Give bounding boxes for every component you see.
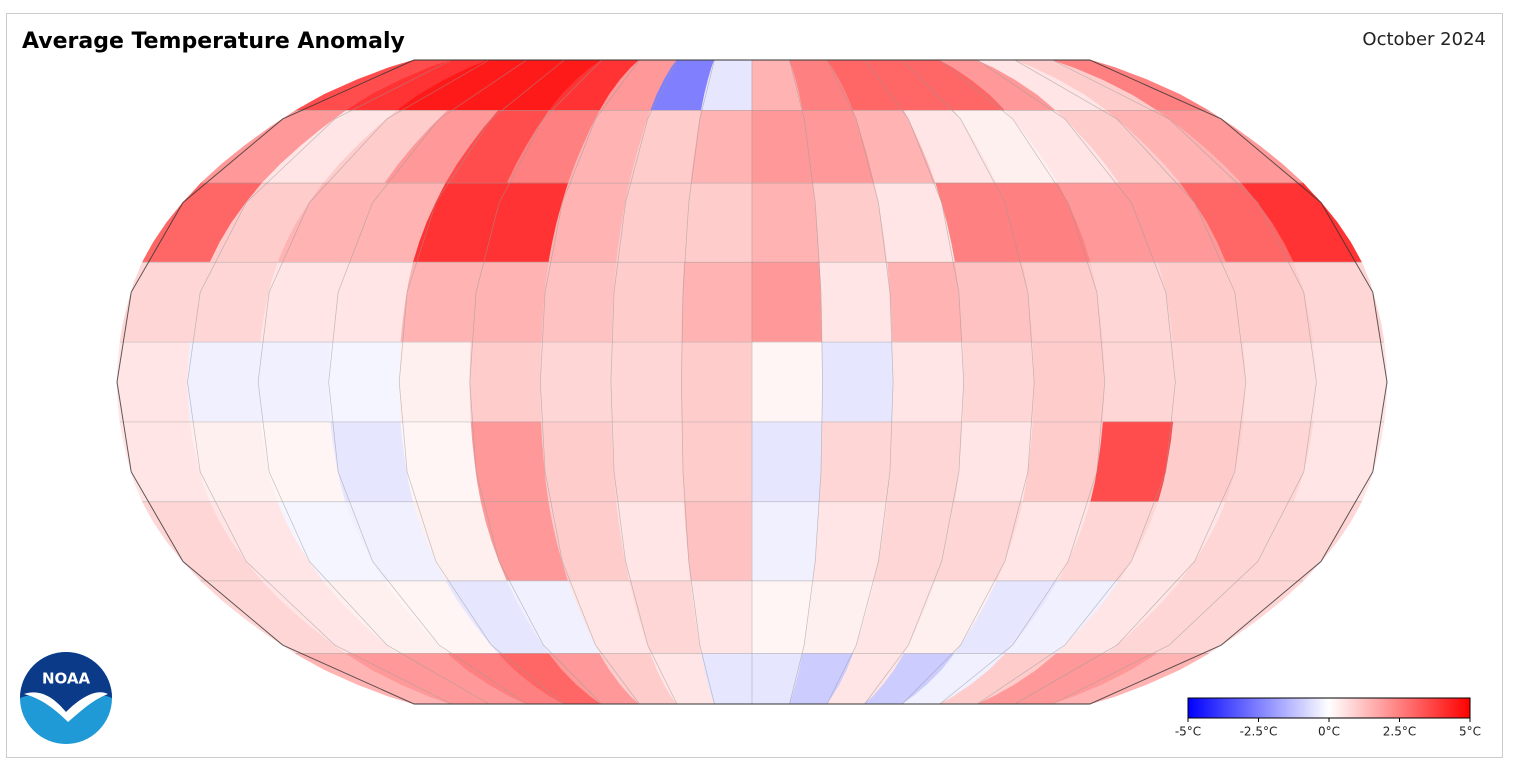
anomaly-cell: [887, 421, 964, 503]
graticule: [116, 59, 1388, 705]
anomaly-cell: [116, 341, 191, 423]
meridian: [901, 59, 1035, 705]
meridian: [977, 59, 1176, 705]
anomaly-cell: [1102, 341, 1176, 423]
anomaly-cell: [328, 341, 402, 423]
legend-bar: [1187, 697, 1471, 719]
anomaly-cell: [954, 261, 1034, 343]
anomaly-cell: [1173, 341, 1247, 423]
anomaly-cell: [683, 501, 753, 582]
anomaly-cell: [540, 421, 617, 503]
meridian: [789, 59, 823, 705]
meridian: [398, 59, 565, 705]
anomaly-cell: [681, 421, 753, 503]
anomaly-cell: [954, 421, 1034, 503]
anomaly-cell: [1032, 341, 1106, 423]
anomaly-cell: [690, 580, 753, 654]
anomaly-cell: [611, 261, 685, 343]
anomaly-cell: [540, 261, 617, 343]
anomaly-cell: [539, 341, 612, 423]
title: Average Temperature Anomaly: [22, 29, 405, 54]
meridian: [610, 59, 678, 705]
anomaly-cell: [892, 341, 965, 423]
anomaly-cell: [690, 110, 753, 184]
anomaly-cell: [681, 341, 753, 423]
anomaly-cell: [1313, 341, 1388, 423]
anomaly-cell: [819, 261, 893, 343]
anomaly-cell: [1243, 341, 1317, 423]
anomaly-cell: [887, 261, 964, 343]
anomaly-cell: [751, 501, 821, 582]
legend-tick-label: 2.5°C: [1383, 725, 1416, 739]
anomaly-cell: [821, 341, 894, 423]
anomaly-cell: [330, 261, 414, 343]
meridian: [939, 59, 1106, 705]
legend-tick-label: 0°C: [1318, 725, 1340, 739]
anomaly-cell: [751, 580, 814, 654]
anomaly-cell: [751, 182, 821, 263]
meridian: [187, 59, 452, 705]
anomaly-cell: [187, 341, 261, 423]
meridian: [826, 59, 894, 705]
meridian: [257, 59, 490, 705]
anomaly-cell: [470, 261, 550, 343]
legend-tick-label: -2.5°C: [1240, 725, 1278, 739]
anomaly-cell: [683, 182, 753, 263]
meridian: [469, 59, 603, 705]
anomaly-cell: [819, 421, 893, 503]
meridian: [864, 59, 965, 705]
anomaly-cell: [470, 421, 550, 503]
anomaly-grid: [116, 59, 1388, 705]
anomaly-cell: [751, 341, 823, 423]
anomaly-cell: [751, 421, 823, 503]
meridian: [539, 59, 640, 705]
meridian: [1014, 59, 1247, 705]
meridian: [681, 59, 715, 705]
noaa-logo: NOAA: [20, 652, 112, 744]
legend-ticks: -5°C -2.5°C 0°C 2.5°C 5°C: [1175, 718, 1481, 739]
anomaly-cell: [1090, 261, 1174, 343]
meridian: [116, 59, 415, 705]
logo-text: NOAA: [42, 670, 91, 688]
anomaly-cell: [962, 341, 1035, 423]
anomaly-cell: [610, 341, 683, 423]
anomaly-cell: [681, 261, 753, 343]
anomaly-cell: [1090, 421, 1174, 503]
date: October 2024: [1362, 29, 1486, 50]
anomaly-cell: [257, 341, 331, 423]
meridian: [1052, 59, 1317, 705]
anomaly-cell: [751, 110, 814, 184]
logo-bird: [24, 692, 108, 722]
anomaly-cell: [751, 261, 823, 343]
anomaly-cell: [330, 421, 414, 503]
anomaly-cell: [398, 341, 472, 423]
meridian: [1089, 59, 1388, 705]
legend-tick-label: 5°C: [1459, 725, 1481, 739]
anomaly-cell: [611, 421, 685, 503]
meridian: [328, 59, 527, 705]
legend-tick-label: -5°C: [1175, 725, 1201, 739]
anomaly-cell: [469, 341, 542, 423]
